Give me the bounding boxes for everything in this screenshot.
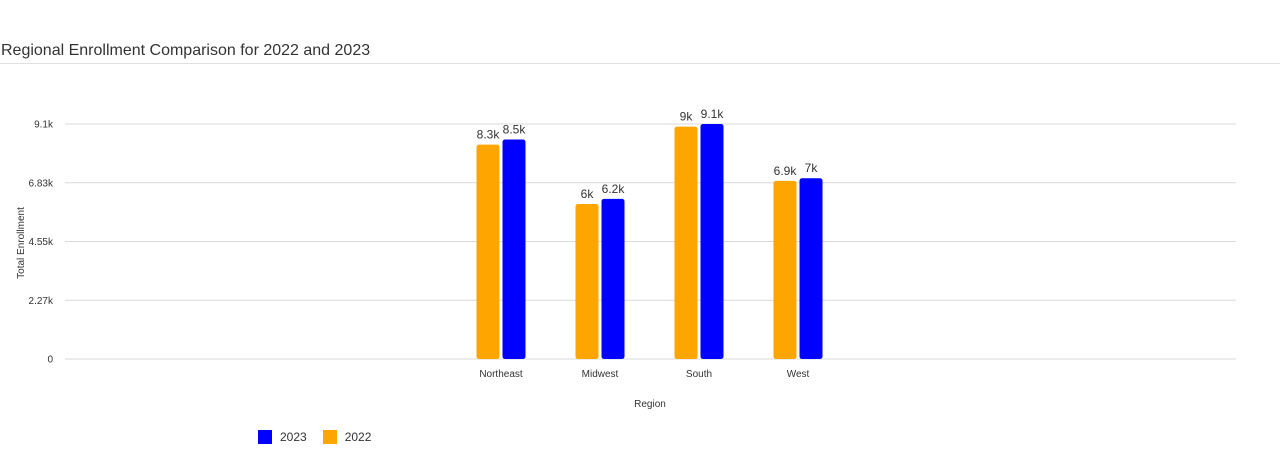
x-tick-label-west: West: [787, 369, 810, 380]
data-label-2022-west: 6.9k: [774, 164, 798, 178]
legend-item-2022[interactable]: 2022: [322, 430, 372, 444]
data-labels: 8.3k 8.5k 6k 6.2k 9k 9.1k 6.9k 7k: [477, 107, 819, 201]
bar-2022-northeast[interactable]: [476, 144, 500, 359]
legend-label-2022: 2022: [344, 430, 372, 444]
x-axis-title: Region: [634, 399, 666, 410]
bar-2022-west[interactable]: [773, 180, 797, 359]
data-label-2023-northeast: 8.5k: [503, 122, 527, 136]
title-divider: [0, 63, 1280, 64]
data-label-2023-midwest: 6.2k: [602, 182, 626, 196]
legend-item-2023[interactable]: 2023: [258, 430, 307, 444]
x-tick-label-northeast: Northeast: [479, 369, 523, 380]
y-axis-ticks: 0 2.27k 4.55k 6.83k 9.1k: [29, 120, 54, 366]
data-label-2023-south: 9.1k: [701, 107, 725, 121]
chart-title: Regional Enrollment Comparison for 2022 …: [1, 42, 371, 59]
legend-swatch-2023: [258, 430, 272, 444]
bar-2022-south[interactable]: [674, 126, 698, 359]
x-axis-ticks: Northeast Midwest South West: [479, 369, 809, 380]
y-tick-label: 0: [47, 355, 53, 366]
y-tick-label: 6.83k: [29, 178, 54, 189]
data-label-2022-midwest: 6k: [581, 187, 595, 201]
bar-2023-northeast[interactable]: [502, 139, 526, 359]
legend-label-2023: 2023: [280, 430, 307, 444]
y-tick-label: 4.55k: [29, 237, 54, 248]
legend-swatch-2022: [322, 430, 337, 444]
x-tick-label-south: South: [686, 369, 712, 380]
legend: 2023 2022: [258, 430, 387, 444]
y-axis-title: Total Enrollment: [16, 207, 27, 279]
bar-2023-midwest[interactable]: [601, 198, 625, 359]
bar-2023-west[interactable]: [799, 178, 823, 359]
data-label-2022-northeast: 8.3k: [477, 128, 501, 142]
y-tick-label: 2.27k: [29, 296, 54, 307]
data-label-2022-south: 9k: [680, 110, 694, 124]
x-tick-label-midwest: Midwest: [582, 369, 619, 380]
bar-2023-south[interactable]: [700, 124, 724, 359]
gridlines: [65, 123, 1236, 360]
bar-2022-midwest[interactable]: [575, 204, 599, 359]
y-tick-label: 9.1k: [34, 120, 54, 131]
data-label-2023-west: 7k: [805, 161, 819, 175]
bars: [476, 124, 823, 359]
